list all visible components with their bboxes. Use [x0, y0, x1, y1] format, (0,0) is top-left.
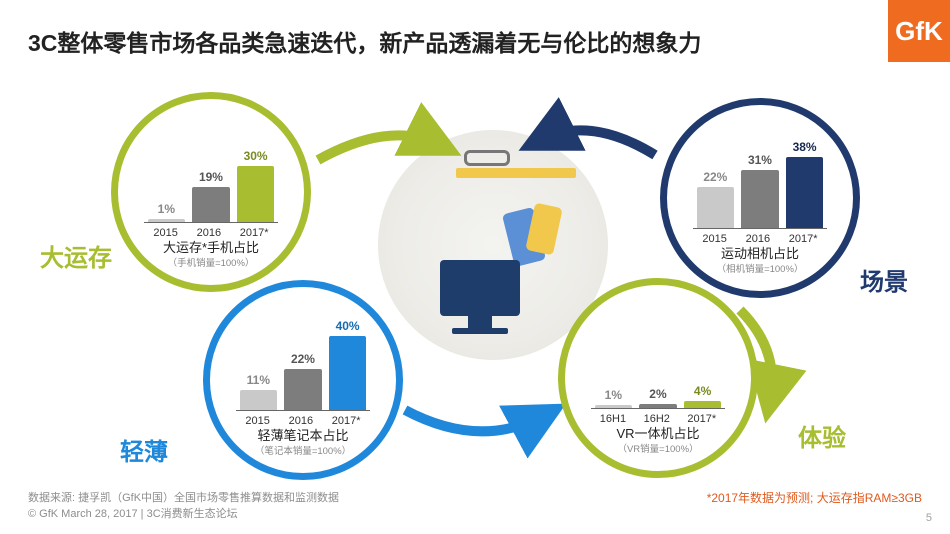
chart-subcaption: （笔记本销量=100%） [210, 443, 396, 457]
bar [684, 401, 721, 408]
bar [240, 390, 277, 410]
theme-text: 轻薄 [120, 439, 168, 466]
footer-note: *2017年数据为预测; 大运存指RAM≥3GB [707, 489, 922, 506]
bar-value-label: 31% [748, 153, 772, 167]
bar-wrap: 38% [786, 140, 823, 228]
shelf-icon [456, 168, 576, 178]
bar-value-label: 11% [247, 373, 270, 387]
slide-title: 3C整体零售市场各品类急速迭代，新产品透漏着无与伦比的想象力 [28, 24, 701, 58]
bar-wrap: 40% [329, 319, 366, 410]
theme-label-scene: 场景 [860, 262, 908, 297]
bar-value-label: 19% [199, 170, 223, 184]
bar [786, 157, 823, 228]
bar-wrap: 22% [697, 170, 734, 228]
bar [329, 336, 366, 410]
bar-wrap: 30% [237, 149, 274, 222]
bubble-chart-large-ram: 1%19%30%201520162017*大运存*手机占比（手机销量=100%） [111, 92, 311, 292]
data-source-text: 数据来源: 捷孚凯（GfK中国）全国市场零售推算数据和监测数据 [28, 491, 339, 506]
bar [237, 166, 274, 222]
bar-wrap: 31% [741, 153, 778, 228]
bar-wrap: 1% [148, 202, 185, 222]
theme-label-large-ram: 大运存 [40, 238, 112, 273]
slide-title-text: 3C整体零售市场各品类急速迭代，新产品透漏着无与伦比的想象力 [28, 30, 701, 56]
theme-label-thin: 轻薄 [120, 432, 168, 467]
chart-caption: 轻薄笔记本占比 [210, 425, 396, 444]
chart-caption: 大运存*手机占比 [118, 237, 304, 256]
monitor-icon [440, 260, 520, 316]
bar-wrap: 4% [684, 384, 721, 408]
footer-left: 数据来源: 捷孚凯（GfK中国）全国市场零售推算数据和监测数据 © GfK Ma… [28, 491, 339, 522]
page-number: 5 [926, 512, 932, 524]
bar [192, 187, 229, 222]
bar-value-label: 38% [793, 140, 817, 154]
bar-wrap: 22% [284, 352, 321, 410]
arrow-bl [405, 410, 545, 431]
page-number-text: 5 [926, 512, 932, 524]
monitor-foot-icon [452, 328, 508, 334]
bubble-chart-action-cam: 22%31%38%201520162017*运动相机占比（相机销量=100%） [660, 98, 860, 298]
chart-caption: 运动相机占比 [667, 243, 853, 262]
bar-value-label: 22% [291, 352, 315, 366]
bar [697, 187, 734, 228]
glasses-icon [464, 150, 510, 166]
bubble-chart-vr: 1%2%4%16H116H22017*VR一体机占比（VR销量=100%） [558, 278, 758, 478]
theme-text: 场景 [860, 269, 908, 296]
bar-wrap: 2% [639, 387, 676, 408]
gfk-logo: GfK [888, 0, 950, 62]
bar-value-label: 22% [703, 170, 727, 184]
bar-wrap: 19% [192, 170, 229, 222]
theme-label-experience: 体验 [798, 418, 846, 453]
bar [741, 170, 778, 228]
bar-value-label: 30% [244, 149, 268, 163]
copyright-text: © GfK March 28, 2017 | 3C消费新生态论坛 [28, 507, 339, 522]
bar-wrap: 1% [595, 388, 632, 408]
bar-value-label: 40% [336, 319, 360, 333]
gfk-logo-text: GfK [895, 16, 943, 47]
bar-value-label: 1% [158, 202, 175, 216]
theme-text: 体验 [798, 425, 846, 452]
theme-text: 大运存 [40, 245, 112, 272]
bubble-chart-thin-laptop: 11%22%40%201520162017*轻薄笔记本占比（笔记本销量=100%… [203, 280, 403, 480]
bar-wrap: 11% [240, 373, 277, 410]
bar [284, 369, 321, 410]
bar-value-label: 2% [649, 387, 666, 401]
chart-subcaption: （VR销量=100%） [565, 441, 751, 455]
bar-value-label: 4% [694, 384, 711, 398]
chart-subcaption: （手机销量=100%） [118, 255, 304, 269]
chart-subcaption: （相机销量=100%） [667, 261, 853, 275]
footnote-text: *2017年数据为预测; 大运存指RAM≥3GB [707, 491, 922, 505]
bar-value-label: 1% [605, 388, 622, 402]
chart-caption: VR一体机占比 [565, 423, 751, 442]
